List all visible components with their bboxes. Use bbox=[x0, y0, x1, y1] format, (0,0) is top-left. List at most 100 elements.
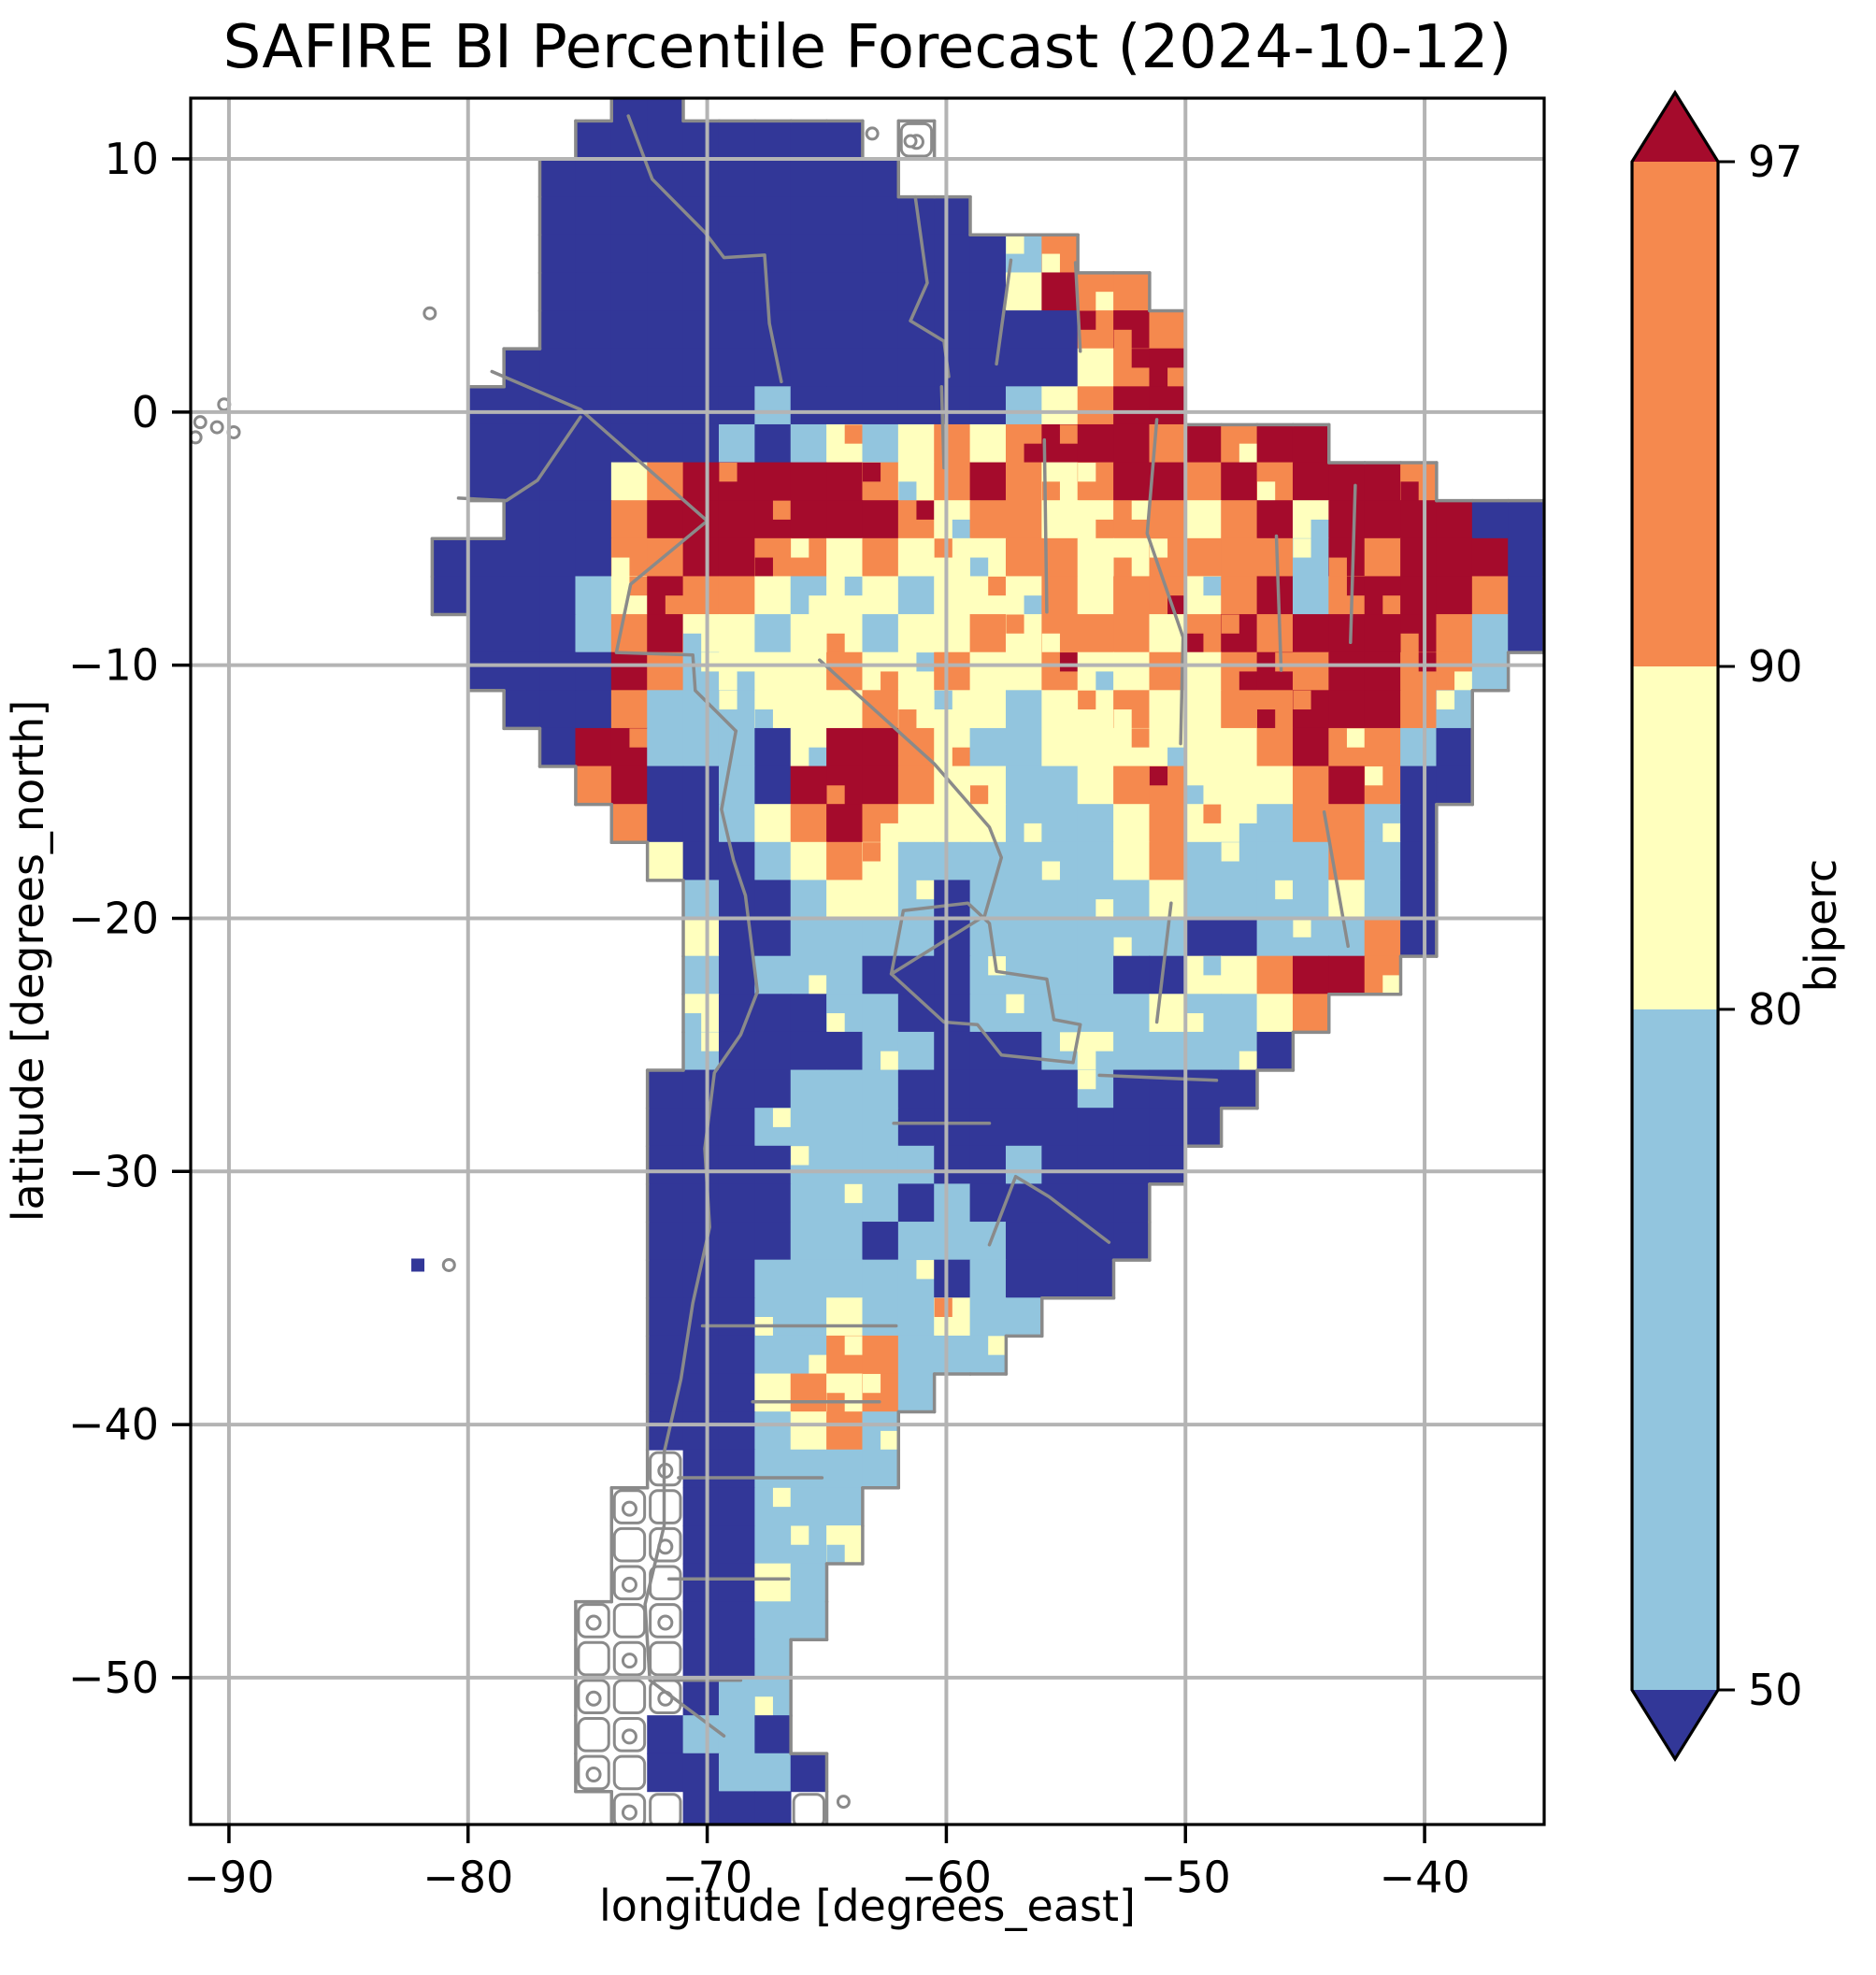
raster-cell bbox=[1041, 690, 1079, 729]
raster-cell bbox=[934, 1183, 971, 1223]
raster-cell bbox=[754, 1753, 792, 1793]
raster-cell bbox=[969, 234, 1007, 274]
raster-cell bbox=[754, 1791, 792, 1825]
raster-subcell bbox=[1096, 519, 1114, 539]
raster-cell bbox=[1041, 766, 1079, 805]
raster-cell bbox=[790, 880, 827, 919]
raster-cell bbox=[1328, 651, 1366, 692]
raster-cell bbox=[1005, 841, 1043, 881]
raster-cell bbox=[1149, 1031, 1186, 1071]
raster-cell bbox=[1256, 576, 1294, 615]
raster-subcell bbox=[1400, 633, 1419, 653]
raster-cell bbox=[682, 462, 720, 502]
raster-cell bbox=[934, 614, 971, 653]
nodata-cell bbox=[649, 1526, 682, 1563]
raster-cell bbox=[1184, 423, 1223, 464]
raster-cell bbox=[431, 576, 469, 615]
raster-subcell bbox=[665, 595, 684, 615]
raster-cell bbox=[754, 804, 792, 843]
raster-cell bbox=[934, 1069, 971, 1109]
raster-cell bbox=[575, 500, 612, 539]
raster-cell bbox=[1005, 537, 1043, 578]
raster-cell bbox=[503, 537, 540, 578]
raster-cell bbox=[826, 841, 864, 881]
raster-subcell bbox=[862, 462, 881, 482]
island-speck bbox=[903, 134, 918, 149]
raster-subcell bbox=[701, 1032, 720, 1052]
raster-cell bbox=[1041, 727, 1079, 767]
raster-cell bbox=[1221, 576, 1258, 615]
raster-cell bbox=[718, 1108, 756, 1147]
raster-cell bbox=[647, 1183, 684, 1223]
raster-cell bbox=[1005, 310, 1043, 350]
raster-cell bbox=[826, 918, 864, 957]
raster-cell bbox=[790, 1601, 827, 1640]
raster-cell bbox=[862, 537, 899, 578]
raster-cell bbox=[754, 1183, 792, 1223]
raster-subcell bbox=[898, 481, 917, 501]
raster-cell bbox=[1221, 727, 1258, 767]
raster-cell bbox=[862, 1297, 899, 1337]
raster-cell bbox=[826, 727, 864, 767]
raster-cell bbox=[790, 918, 827, 957]
raster-cell bbox=[1364, 727, 1401, 767]
nodata-cell bbox=[649, 1793, 682, 1825]
raster-cell bbox=[897, 1069, 936, 1109]
fjord-speck bbox=[585, 1614, 602, 1631]
raster-subcell bbox=[1203, 956, 1222, 976]
raster-cell bbox=[718, 1487, 756, 1526]
nodata-cell bbox=[612, 1679, 647, 1715]
raster-cell bbox=[1113, 1222, 1151, 1261]
raster-cell bbox=[575, 158, 612, 198]
raster-subcell bbox=[844, 1183, 863, 1204]
raster-subcell bbox=[844, 576, 863, 596]
raster-subcell bbox=[988, 576, 1007, 596]
raster-subcell bbox=[1239, 671, 1258, 691]
x-axis-label: longitude [degrees_east] bbox=[599, 1881, 1136, 1931]
raster-subcell bbox=[1041, 633, 1060, 653]
raster-cell bbox=[1400, 880, 1438, 919]
raster-cell bbox=[754, 1563, 792, 1603]
raster-cell bbox=[718, 727, 756, 767]
raster-cell bbox=[790, 1069, 827, 1109]
raster-cell bbox=[1221, 690, 1258, 729]
raster-subcell bbox=[1096, 1051, 1114, 1070]
admin-border bbox=[1154, 901, 1173, 1024]
raster-cell bbox=[754, 651, 792, 692]
raster-cell bbox=[934, 880, 971, 919]
raster-subcell bbox=[881, 671, 899, 691]
raster-cell bbox=[1292, 727, 1330, 767]
raster-cell bbox=[575, 537, 612, 578]
raster-cell bbox=[754, 196, 792, 236]
raster-cell bbox=[647, 1297, 684, 1337]
raster-subcell bbox=[1113, 937, 1132, 957]
raster-cell bbox=[1077, 537, 1114, 578]
raster-cell bbox=[1221, 462, 1258, 502]
raster-subcell bbox=[754, 557, 773, 577]
raster-cell bbox=[790, 1411, 827, 1451]
nodata-cell bbox=[612, 1489, 647, 1524]
raster-cell bbox=[754, 1031, 792, 1071]
raster-subcell bbox=[1006, 235, 1024, 254]
raster-cell bbox=[1328, 690, 1366, 729]
raster-cell bbox=[1256, 994, 1294, 1033]
raster-cell bbox=[969, 651, 1007, 692]
raster-cell bbox=[790, 651, 827, 692]
fjord-speck bbox=[585, 1690, 602, 1707]
raster-cell bbox=[1508, 537, 1544, 578]
colorbar-tick-label: 97 bbox=[1748, 136, 1803, 187]
raster-cell bbox=[1292, 423, 1330, 464]
fjord-speck bbox=[621, 1576, 637, 1593]
raster-cell bbox=[862, 348, 899, 388]
raster-cell bbox=[1436, 576, 1473, 615]
raster-cell bbox=[790, 1373, 827, 1412]
raster-cell bbox=[754, 1259, 792, 1299]
raster-cell bbox=[1292, 576, 1330, 615]
raster-cell bbox=[1113, 1108, 1151, 1147]
raster-cell bbox=[1221, 994, 1258, 1033]
raster-subcell bbox=[1131, 500, 1150, 520]
colorbar-tick-label: 80 bbox=[1748, 984, 1803, 1035]
raster-cell bbox=[1364, 841, 1401, 881]
admin-border bbox=[1322, 809, 1350, 949]
raster-subcell bbox=[1346, 728, 1366, 748]
